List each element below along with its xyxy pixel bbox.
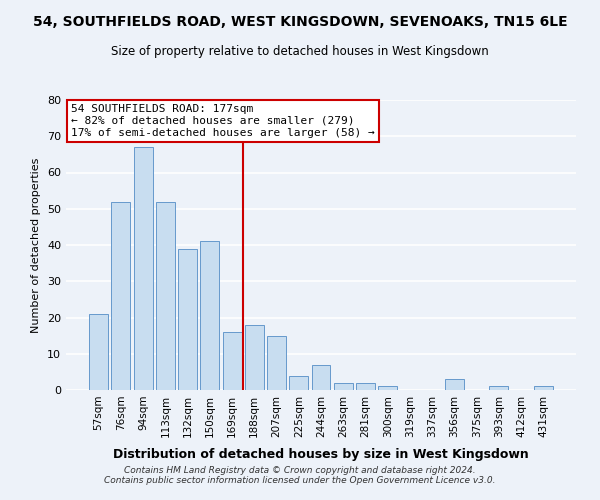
Bar	[178, 248, 197, 390]
Bar	[311, 364, 331, 390]
Bar	[267, 336, 286, 390]
Bar	[134, 147, 152, 390]
Bar	[334, 383, 353, 390]
Bar	[490, 386, 508, 390]
Bar	[378, 386, 397, 390]
Bar	[112, 202, 130, 390]
Bar	[200, 242, 219, 390]
X-axis label: Distribution of detached houses by size in West Kingsdown: Distribution of detached houses by size …	[113, 448, 529, 461]
Bar	[245, 325, 264, 390]
Text: 54 SOUTHFIELDS ROAD: 177sqm
← 82% of detached houses are smaller (279)
17% of se: 54 SOUTHFIELDS ROAD: 177sqm ← 82% of det…	[71, 104, 375, 138]
Bar	[156, 202, 175, 390]
Bar	[89, 314, 108, 390]
Text: Contains HM Land Registry data © Crown copyright and database right 2024.
Contai: Contains HM Land Registry data © Crown c…	[104, 466, 496, 485]
Bar	[534, 386, 553, 390]
Bar	[356, 383, 375, 390]
Bar	[223, 332, 242, 390]
Text: 54, SOUTHFIELDS ROAD, WEST KINGSDOWN, SEVENOAKS, TN15 6LE: 54, SOUTHFIELDS ROAD, WEST KINGSDOWN, SE…	[32, 15, 568, 29]
Text: Size of property relative to detached houses in West Kingsdown: Size of property relative to detached ho…	[111, 45, 489, 58]
Bar	[445, 379, 464, 390]
Bar	[289, 376, 308, 390]
Y-axis label: Number of detached properties: Number of detached properties	[31, 158, 41, 332]
